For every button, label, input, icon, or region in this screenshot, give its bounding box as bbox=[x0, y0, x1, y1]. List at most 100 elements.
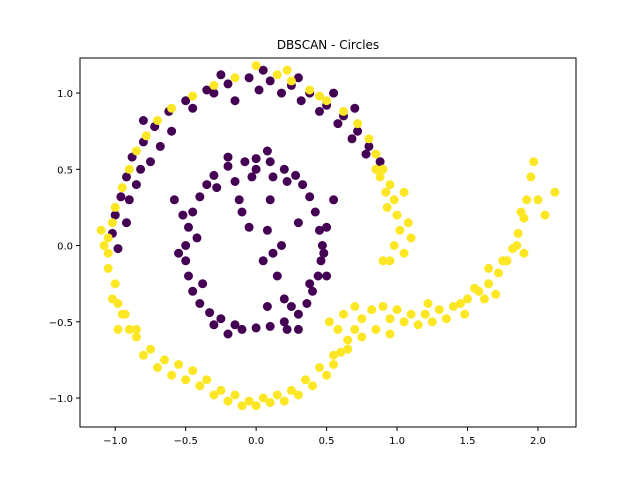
data-point-cluster_1 bbox=[333, 324, 343, 334]
data-point-cluster_0 bbox=[310, 207, 320, 217]
data-point-cluster_0 bbox=[317, 241, 327, 250]
x-tick-label: 1.0 bbox=[389, 436, 405, 447]
data-point-cluster_0 bbox=[223, 329, 233, 339]
data-point-cluster_0 bbox=[329, 195, 339, 205]
data-point-cluster_0 bbox=[234, 195, 244, 205]
y-tick-label: −0.5 bbox=[49, 318, 73, 329]
data-point-cluster_1 bbox=[244, 396, 254, 406]
data-point-cluster_0 bbox=[136, 164, 146, 174]
data-point-cluster_0 bbox=[223, 152, 233, 162]
data-point-cluster_0 bbox=[209, 170, 219, 180]
data-point-cluster_1 bbox=[350, 324, 360, 334]
data-point-cluster_0 bbox=[254, 85, 264, 95]
data-point-cluster_0 bbox=[230, 96, 240, 106]
data-point-cluster_0 bbox=[268, 248, 278, 258]
data-point-cluster_0 bbox=[316, 256, 326, 266]
data-point-cluster_1 bbox=[336, 347, 346, 357]
data-point-cluster_1 bbox=[103, 248, 113, 258]
data-point-cluster_0 bbox=[272, 271, 282, 281]
data-point-cluster_1 bbox=[357, 314, 367, 324]
data-point-cluster_1 bbox=[378, 164, 388, 174]
data-point-cluster_0 bbox=[322, 222, 332, 232]
data-point-cluster_0 bbox=[155, 141, 165, 151]
data-point-cluster_1 bbox=[124, 324, 134, 334]
data-point-cluster_1 bbox=[120, 309, 130, 319]
data-point-cluster_1 bbox=[456, 299, 465, 308]
data-point-cluster_0 bbox=[230, 177, 240, 186]
data-point-cluster_1 bbox=[272, 390, 282, 400]
data-point-cluster_0 bbox=[333, 119, 343, 129]
data-point-cluster_0 bbox=[361, 149, 371, 159]
data-point-cluster_0 bbox=[315, 106, 324, 116]
data-point-cluster_0 bbox=[353, 126, 363, 136]
data-point-cluster_1 bbox=[339, 309, 348, 319]
data-point-cluster_1 bbox=[350, 302, 360, 311]
data-point-cluster_1 bbox=[399, 187, 409, 197]
data-point-cluster_1 bbox=[382, 202, 392, 212]
data-point-cluster_0 bbox=[244, 222, 254, 232]
data-point-cluster_0 bbox=[237, 324, 247, 334]
data-point-cluster_1 bbox=[371, 164, 381, 174]
data-point-cluster_1 bbox=[167, 103, 177, 113]
data-point-cluster_0 bbox=[279, 294, 289, 304]
data-point-cluster_0 bbox=[293, 218, 303, 228]
data-point-cluster_1 bbox=[305, 85, 315, 95]
data-point-cluster_1 bbox=[113, 324, 123, 334]
data-point-cluster_1 bbox=[484, 263, 494, 273]
data-point-cluster_0 bbox=[308, 286, 317, 296]
data-point-cluster_1 bbox=[381, 187, 391, 197]
data-point-cluster_1 bbox=[96, 225, 106, 235]
data-point-cluster_0 bbox=[240, 157, 250, 167]
data-point-cluster_0 bbox=[319, 248, 329, 258]
data-point-cluster_0 bbox=[305, 279, 315, 289]
y-tick-label: 1.0 bbox=[57, 89, 73, 100]
data-point-cluster_1 bbox=[174, 360, 184, 369]
data-point-cluster_0 bbox=[146, 157, 155, 167]
data-point-cluster_0 bbox=[209, 320, 219, 330]
data-point-cluster_1 bbox=[131, 146, 141, 156]
data-point-cluster_1 bbox=[230, 390, 240, 400]
data-point-cluster_0 bbox=[167, 126, 177, 136]
data-point-cluster_0 bbox=[174, 248, 184, 258]
y-axis: −1.0 −0.5 0.0 0.5 1.0 bbox=[49, 89, 80, 405]
data-point-cluster_1 bbox=[463, 294, 472, 304]
data-point-cluster_0 bbox=[212, 183, 222, 193]
y-tick-label: 0.0 bbox=[57, 242, 73, 253]
data-point-cluster_1 bbox=[375, 172, 385, 182]
data-point-cluster_0 bbox=[192, 233, 202, 243]
data-point-cluster_0 bbox=[205, 308, 215, 318]
data-point-cluster_1 bbox=[385, 329, 395, 339]
data-point-cluster_1 bbox=[322, 96, 332, 106]
data-point-cluster_1 bbox=[329, 350, 339, 360]
data-point-cluster_1 bbox=[385, 256, 395, 266]
data-point-cluster_1 bbox=[272, 70, 282, 80]
data-point-cluster_0 bbox=[181, 96, 191, 106]
data-point-cluster_1 bbox=[526, 172, 536, 182]
data-point-cluster_1 bbox=[202, 375, 212, 385]
data-point-cluster_1 bbox=[494, 268, 503, 278]
data-point-cluster_1 bbox=[339, 106, 348, 116]
data-point-cluster_0 bbox=[350, 103, 360, 113]
data-point-cluster_1 bbox=[131, 332, 141, 342]
data-point-cluster_0 bbox=[293, 73, 303, 83]
data-point-cluster_1 bbox=[479, 294, 489, 304]
data-point-cluster_1 bbox=[378, 302, 388, 311]
data-point-cluster_1 bbox=[371, 324, 381, 334]
data-point-cluster_0 bbox=[184, 222, 193, 232]
data-point-cluster_0 bbox=[282, 177, 292, 186]
data-point-cluster_0 bbox=[265, 195, 275, 205]
data-point-cluster_0 bbox=[329, 88, 339, 98]
data-point-cluster_1 bbox=[403, 218, 413, 228]
data-point-cluster_0 bbox=[131, 180, 141, 190]
data-point-cluster_1 bbox=[423, 299, 433, 308]
data-point-cluster_0 bbox=[124, 195, 134, 205]
data-point-cluster_1 bbox=[110, 202, 120, 212]
data-point-cluster_0 bbox=[277, 241, 286, 250]
data-point-cluster_1 bbox=[282, 65, 292, 75]
data-point-cluster_1 bbox=[550, 187, 560, 197]
data-point-cluster_0 bbox=[293, 309, 303, 319]
data-point-cluster_1 bbox=[188, 366, 198, 376]
data-point-cluster_0 bbox=[291, 170, 301, 180]
data-point-cluster_0 bbox=[262, 146, 272, 156]
data-point-cluster_1 bbox=[399, 248, 409, 258]
